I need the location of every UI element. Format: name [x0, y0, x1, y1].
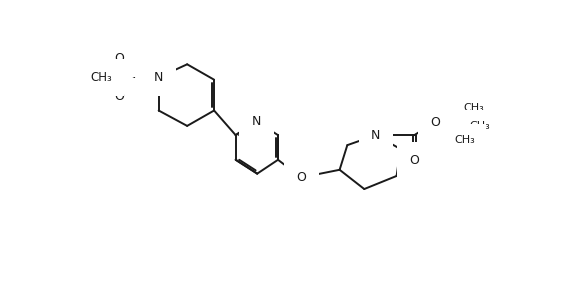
Text: O: O — [296, 171, 306, 184]
Text: O: O — [115, 90, 124, 103]
Text: N: N — [371, 129, 380, 142]
Text: N: N — [154, 71, 164, 84]
Text: O: O — [430, 116, 440, 128]
Text: CH₃: CH₃ — [463, 103, 484, 113]
Text: S: S — [127, 71, 135, 84]
Text: N: N — [252, 115, 261, 128]
Text: CH₃: CH₃ — [454, 135, 475, 145]
Text: O: O — [409, 154, 419, 167]
Text: O: O — [115, 52, 124, 65]
Text: CH₃: CH₃ — [90, 71, 112, 84]
Text: CH₃: CH₃ — [469, 121, 490, 131]
